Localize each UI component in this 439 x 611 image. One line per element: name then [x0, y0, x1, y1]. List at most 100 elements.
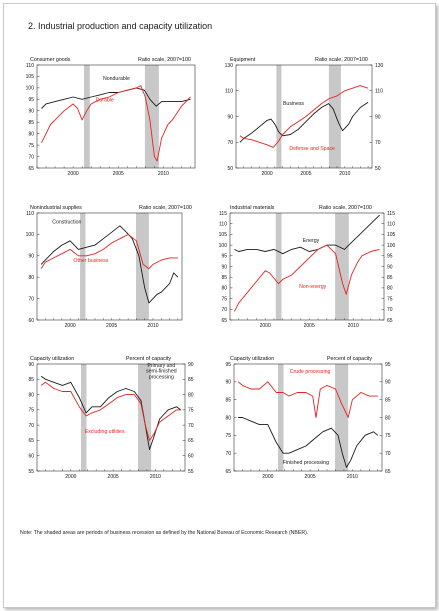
- y-tick-label: 110: [225, 89, 233, 95]
- y-tick-label-right: 85: [188, 377, 194, 383]
- y-tick-label: 90: [28, 254, 34, 260]
- y-tick-label: 95: [221, 254, 227, 260]
- recession-shade: [335, 213, 349, 320]
- y-tick-label: 100: [26, 86, 35, 92]
- y-tick-label-right: 65: [188, 438, 194, 444]
- y-tick-label: 105: [26, 74, 35, 80]
- chart-title: Industrial materials: [230, 205, 275, 211]
- plot-frame: [36, 212, 183, 321]
- y-tick-label-right: 100: [387, 243, 396, 249]
- y-tick-label: 85: [221, 275, 227, 281]
- y-tick-label: 65: [28, 438, 34, 444]
- y-tick-label-right: 70: [375, 140, 381, 146]
- series-line: [239, 101, 369, 143]
- y-tick-label-right: 95: [387, 254, 393, 260]
- plot-frame: [36, 363, 186, 472]
- y-tick-label: 80: [28, 275, 34, 281]
- x-tick-label: 2000: [65, 323, 76, 329]
- y-tick-label-right: 110: [387, 222, 395, 228]
- y-tick-label: 50: [227, 166, 233, 172]
- series-label: Finished processing: [283, 460, 329, 466]
- y-tick-label-right: 75: [387, 296, 393, 302]
- chart-units: Ratio scale, 2007=100: [139, 205, 192, 211]
- x-tick-label: 2010: [147, 323, 158, 329]
- series-label: Defense and Space: [289, 146, 335, 152]
- y-tick-label-right: 80: [188, 392, 194, 398]
- x-tick-label: 2000: [260, 323, 271, 329]
- series-line: [239, 85, 369, 148]
- y-tick-label: 90: [28, 109, 34, 115]
- y-tick-label: 115: [219, 211, 227, 217]
- series-label: Crude processing: [290, 369, 331, 375]
- series-label: Business: [283, 101, 304, 107]
- y-tick-label: 75: [28, 143, 34, 149]
- chart-units: Ratio scale, 2007=100: [315, 57, 368, 63]
- y-tick-label: 110: [219, 222, 227, 228]
- plot-frame: [235, 64, 373, 169]
- chart-units: Percent of capacity: [126, 356, 171, 362]
- series-label: Durable: [96, 98, 114, 104]
- y-tick-label: 85: [225, 397, 231, 403]
- x-tick-label: 2000: [65, 474, 76, 480]
- recession-shade: [277, 364, 284, 471]
- footnote-note: Note: The shaded areas are periods of bu…: [20, 530, 309, 536]
- series-label: Energy: [303, 238, 320, 244]
- series-line: [234, 244, 380, 312]
- chart-title: Capacity utilization: [30, 356, 74, 362]
- series-label: Non-energy: [299, 284, 327, 290]
- y-tick-label: 70: [28, 154, 34, 160]
- x-tick-label: 2005: [300, 171, 311, 177]
- y-tick-label-right: 55: [188, 469, 194, 475]
- x-tick-label: 2010: [348, 323, 359, 329]
- y-tick-label-right: 70: [188, 423, 194, 429]
- x-tick-label: 2005: [106, 323, 117, 329]
- series-line: [40, 225, 179, 304]
- y-tick-label: 80: [28, 131, 34, 137]
- recession-shade: [83, 65, 90, 168]
- series-line: [40, 381, 181, 441]
- y-tick-label: 75: [225, 433, 231, 439]
- y-tick-label: 110: [26, 211, 34, 217]
- y-tick-label: 70: [28, 423, 34, 429]
- recession-shade: [80, 364, 87, 471]
- recession-shade: [144, 65, 159, 168]
- y-tick-label: 85: [28, 120, 34, 126]
- chart-units: Ratio scale, 2007=100: [138, 57, 191, 63]
- series-line: [40, 233, 178, 270]
- chart-panel: Capacity utilization Percent of capacity 6…: [225, 356, 390, 480]
- y-tick-label-right: 50: [375, 166, 381, 172]
- x-tick-label: 2000: [262, 171, 273, 177]
- series-line: [238, 417, 379, 468]
- chart-title: Consumer goods: [30, 57, 71, 63]
- y-tick-label: 90: [227, 114, 233, 120]
- y-tick-label: 110: [26, 63, 34, 69]
- page-title: 2. Industrial production and capacity ut…: [28, 21, 213, 31]
- recession-shade: [276, 65, 282, 168]
- y-tick-label: 75: [221, 296, 227, 302]
- y-tick-label-right: 70: [387, 307, 393, 313]
- y-tick-label: 95: [225, 362, 231, 368]
- series-label-line: Primary and: [147, 363, 175, 369]
- x-tick-label: 2010: [347, 474, 358, 480]
- series-line: [237, 381, 378, 418]
- y-tick-label-right: 65: [387, 318, 393, 324]
- y-tick-label-right: 105: [387, 232, 396, 238]
- report-page: [3, 3, 436, 608]
- series-label: Construction: [52, 220, 81, 226]
- y-tick-label: 65: [221, 318, 227, 324]
- y-tick-label-right: 85: [387, 275, 393, 281]
- x-tick-label: 2000: [262, 474, 273, 480]
- chart-panel: Industrial materials Ratio scale, 2007=10…: [219, 205, 396, 329]
- recession-shade: [335, 364, 349, 471]
- y-tick-label: 55: [28, 469, 34, 475]
- y-tick-label-right: 70: [385, 451, 391, 457]
- y-tick-label: 70: [28, 296, 34, 302]
- y-tick-label: 65: [225, 469, 231, 475]
- y-tick-label-right: 90: [385, 380, 391, 386]
- series-line: [41, 85, 191, 162]
- y-tick-label-right: 75: [385, 433, 391, 439]
- y-tick-label-right: 90: [188, 362, 194, 368]
- y-tick-label-right: 60: [188, 454, 194, 460]
- y-tick-label: 65: [28, 166, 34, 172]
